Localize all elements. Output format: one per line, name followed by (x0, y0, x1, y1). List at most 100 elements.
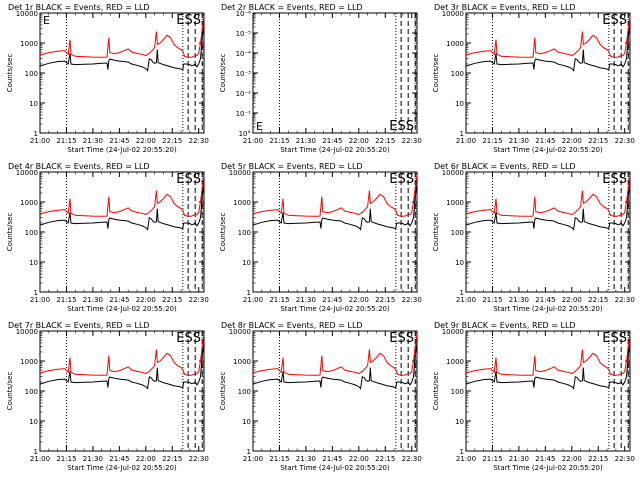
x-tick-label: 21:15 (56, 137, 76, 145)
x-tick-label: 21:15 (482, 137, 502, 145)
y-tick-label: 1000 (446, 40, 464, 48)
x-tick-label: 21:15 (482, 296, 502, 304)
x-axis-title: Start Time (24-Jul-02 20:55:20) (67, 305, 177, 313)
y-tick-label: 1000 (20, 358, 38, 366)
panel-title: Det 3r BLACK = Events, RED = LLD (434, 3, 576, 12)
panel-det-7: Det 7r BLACK = Events, RED = LLD 1 10 100 10… (6, 321, 209, 472)
y-tick-label: 1000 (20, 199, 38, 207)
x-tick-label: 21:00 (243, 137, 263, 145)
x-tick-label: 21:15 (269, 296, 289, 304)
y-tick-label: 10⁻² (236, 90, 252, 98)
y-tick-label: 10 (29, 418, 38, 426)
y-tick-label: 1 (34, 289, 38, 297)
panel-title: Det 2r BLACK = Events, RED = LLD (221, 3, 363, 12)
y-tick-label: 1000 (446, 358, 464, 366)
corner-label: E (256, 120, 263, 133)
series-lld (252, 174, 418, 217)
x-tick-label: 21:30 (509, 137, 529, 145)
x-tick-label: 22:00 (136, 296, 156, 304)
plot-frame (39, 171, 205, 293)
plot-frame (465, 330, 631, 452)
y-tick-label: 10 (29, 259, 38, 267)
x-tick-label: 21:30 (296, 455, 316, 463)
series-lld (39, 333, 205, 376)
x-tick-label: 21:15 (269, 137, 289, 145)
y-tick-label: 10 (455, 259, 464, 267)
x-tick-label: 21:15 (56, 455, 76, 463)
flag-label: ESS (176, 172, 201, 187)
x-tick-label: 22:15 (162, 455, 182, 463)
x-tick-label: 21:15 (56, 296, 76, 304)
flag-label: ESS (389, 172, 414, 187)
x-axis-title: Start Time (24-Jul-02 20:55:20) (280, 464, 390, 472)
series-lld (252, 333, 418, 376)
y-tick-label: 10 (242, 418, 251, 426)
x-tick-label: 21:45 (109, 455, 129, 463)
x-tick-label: 21:45 (322, 137, 342, 145)
x-axis-title: Start Time (24-Jul-02 20:55:20) (67, 464, 177, 472)
y-tick-label: 10000 (229, 169, 251, 177)
x-tick-label: 22:00 (136, 137, 156, 145)
series-lld (39, 174, 205, 217)
x-axis-title: Start Time (24-Jul-02 20:55:20) (280, 146, 390, 154)
x-tick-label: 21:00 (30, 137, 50, 145)
x-tick-label: 21:30 (83, 137, 103, 145)
flag-label: ESS (602, 172, 627, 187)
x-tick-label: 22:15 (588, 137, 608, 145)
x-tick-label: 21:30 (83, 296, 103, 304)
y-tick-label: 10 (242, 259, 251, 267)
x-tick-label: 22:00 (349, 137, 369, 145)
panel-det-5: Det 5r BLACK = Events, RED = LLD 1 10 100 10… (219, 162, 422, 313)
y-tick-label: 1 (34, 130, 38, 138)
x-tick-label: 21:45 (535, 137, 555, 145)
x-tick-label: 21:45 (109, 137, 129, 145)
x-tick-label: 22:30 (615, 455, 635, 463)
y-tick-label: 1 (460, 289, 464, 297)
panel-det-8: Det 8r BLACK = Events, RED = LLD 1 10 100 10… (219, 321, 422, 472)
x-tick-label: 22:00 (349, 296, 369, 304)
x-tick-label: 22:30 (402, 296, 422, 304)
panel-det-3: Det 3r BLACK = Events, RED = LLD 1 10 100 10… (432, 3, 635, 154)
flag-label: ESS (176, 331, 201, 346)
y-axis-title: Counts/sec (6, 54, 14, 93)
corner-label: E (43, 14, 50, 27)
series-events (465, 24, 631, 72)
y-tick-label: 100 (25, 70, 38, 78)
y-axis-title: Counts/sec (6, 213, 14, 252)
y-tick-label: 10000 (16, 169, 38, 177)
y-tick-label: 10⁻³ (236, 70, 252, 78)
x-tick-label: 21:45 (535, 296, 555, 304)
panel-title: Det 8r BLACK = Events, RED = LLD (221, 321, 363, 330)
plot-frame (39, 12, 205, 134)
x-axis-title: Start Time (24-Jul-02 20:55:20) (493, 305, 603, 313)
series-events (465, 183, 631, 231)
panel-title: Det 4r BLACK = Events, RED = LLD (8, 162, 150, 171)
series-lld (465, 174, 631, 217)
y-tick-label: 10° (239, 130, 251, 138)
x-tick-label: 22:00 (562, 296, 582, 304)
plot-frame (465, 12, 631, 134)
y-axis-title: Counts/sec (6, 372, 14, 411)
y-tick-label: 10⁻¹ (236, 110, 252, 118)
y-tick-label: 10⁻⁴ (236, 50, 252, 58)
x-tick-label: 21:30 (509, 455, 529, 463)
x-tick-label: 22:15 (588, 455, 608, 463)
panel-title: Det 9r BLACK = Events, RED = LLD (434, 321, 576, 330)
y-tick-label: 1000 (233, 358, 251, 366)
x-tick-label: 21:30 (83, 455, 103, 463)
x-tick-label: 21:45 (109, 296, 129, 304)
x-tick-label: 21:00 (243, 296, 263, 304)
x-tick-label: 22:15 (375, 137, 395, 145)
x-tick-label: 22:30 (615, 296, 635, 304)
panel-title: Det 1r BLACK = Events, RED = LLD (8, 3, 150, 12)
x-tick-label: 22:00 (136, 455, 156, 463)
plot-frame (465, 171, 631, 293)
y-tick-label: 10000 (16, 10, 38, 18)
series-events (252, 342, 418, 390)
x-tick-label: 22:30 (402, 137, 422, 145)
series-lld (39, 15, 205, 58)
y-tick-label: 100 (451, 229, 464, 237)
y-tick-label: 1000 (233, 199, 251, 207)
y-tick-label: 10⁻⁶ (236, 10, 252, 18)
